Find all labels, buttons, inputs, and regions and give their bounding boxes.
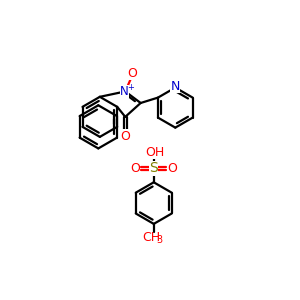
Text: OH: OH: [146, 146, 165, 159]
Text: O: O: [127, 67, 137, 80]
Text: CH: CH: [142, 231, 160, 244]
Text: N: N: [171, 80, 180, 93]
Text: O: O: [120, 130, 130, 142]
Text: +: +: [127, 83, 134, 92]
Text: S: S: [149, 161, 158, 176]
Text: O: O: [167, 162, 177, 175]
Text: O: O: [130, 162, 140, 175]
Text: N: N: [120, 85, 129, 98]
Text: 3: 3: [156, 235, 162, 245]
